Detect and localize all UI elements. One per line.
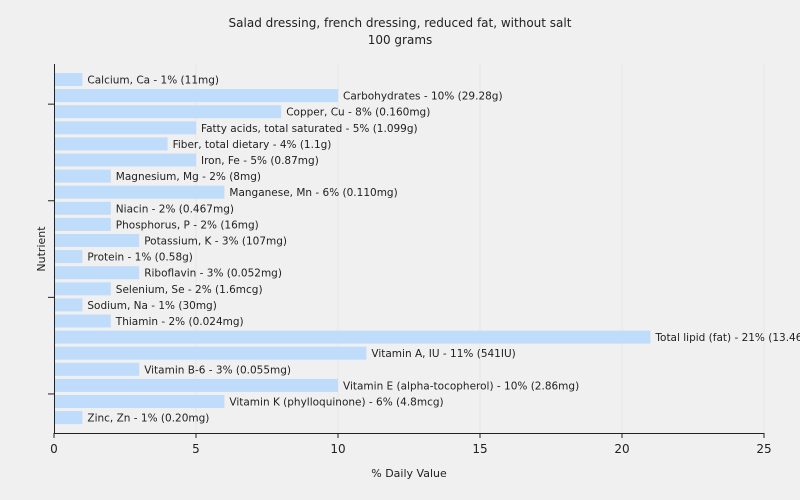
bar (54, 201, 111, 215)
bar-label: Selenium, Se - 2% (1.6mcg) (116, 284, 263, 296)
bar (54, 89, 338, 103)
bar-label: Vitamin K (phylloquinone) - 6% (4.8mcg) (229, 397, 443, 409)
bar-label: Vitamin B-6 - 3% (0.055mg) (144, 364, 291, 376)
x-tick-label: 25 (756, 442, 771, 456)
bar (54, 234, 140, 247)
bar-label: Vitamin E (alpha-tocopherol) - 10% (2.86… (343, 380, 579, 392)
x-axis-title: % Daily Value (371, 467, 447, 480)
chart-title: Salad dressing, french dressing, reduced… (229, 16, 572, 30)
bar (54, 411, 83, 425)
bar-label: Copper, Cu - 8% (0.160mg) (286, 107, 430, 119)
bar-label: Fiber, total dietary - 4% (1.1g) (173, 139, 332, 151)
bar-label: Vitamin A, IU - 11% (541IU) (371, 348, 515, 360)
bar (54, 314, 111, 328)
bar-label: Carbohydrates - 10% (29.28g) (343, 91, 503, 103)
chart-subtitle: 100 grams (368, 33, 433, 47)
bar-label: Calcium, Ca - 1% (11mg) (87, 75, 219, 87)
bar (54, 169, 111, 183)
bar (54, 378, 338, 392)
bar-label: Potassium, K - 3% (107mg) (144, 236, 287, 248)
bar-label: Zinc, Zn - 1% (0.20mg) (87, 413, 209, 425)
x-tick-label: 10 (330, 442, 345, 456)
bar-label: Manganese, Mn - 6% (0.110mg) (229, 187, 397, 199)
axes (48, 64, 764, 434)
bar (54, 105, 282, 119)
bar (54, 250, 83, 264)
bar (54, 185, 225, 199)
bar (54, 121, 196, 135)
bar (54, 73, 83, 86)
bar (54, 346, 367, 360)
bar-label: Iron, Fe - 5% (0.87mg) (201, 155, 319, 167)
bar-label: Protein - 1% (0.58g) (87, 252, 193, 264)
bar-label: Phosphorus, P - 2% (16mg) (116, 219, 259, 231)
bar (54, 330, 651, 344)
x-tick-label: 5 (192, 442, 200, 456)
bar-label: Magnesium, Mg - 2% (8mg) (116, 171, 261, 183)
bar (54, 395, 225, 408)
bar (54, 362, 140, 376)
bar-label: Thiamin - 2% (0.024mg) (115, 316, 244, 328)
bar (54, 153, 196, 167)
y-axis-title: Nutrient (35, 226, 48, 272)
bar-label: Riboflavin - 3% (0.052mg) (144, 268, 282, 280)
x-ticks: 0 5 10 15 20 25 (50, 433, 772, 456)
x-tick-label: 20 (614, 442, 629, 456)
bar-label: Sodium, Na - 1% (30mg) (87, 300, 216, 312)
x-tick-label: 0 (50, 442, 58, 456)
x-tick-label: 15 (472, 442, 487, 456)
bar-label: Niacin - 2% (0.467mg) (116, 203, 234, 215)
bar (54, 137, 168, 151)
bar (54, 298, 83, 312)
grid-lines (195, 64, 765, 433)
bar-label: Fatty acids, total saturated - 5% (1.099… (201, 123, 418, 135)
bars: Calcium, Ca - 1% (11mg) Carbohydrates - 1… (54, 73, 800, 425)
bar (54, 266, 140, 280)
bar-label: Total lipid (fat) - 21% (13.46g) (654, 332, 800, 344)
bar (54, 282, 111, 296)
bar (54, 217, 111, 231)
